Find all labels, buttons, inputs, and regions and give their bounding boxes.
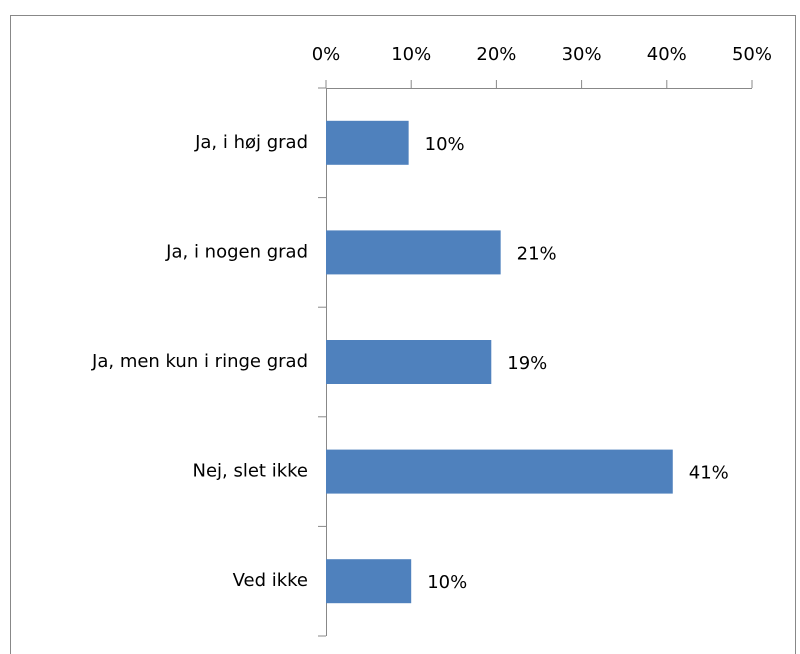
bar <box>326 230 501 275</box>
y-tick-label: Ja, men kun i ringe grad <box>91 351 308 372</box>
bar <box>326 449 673 494</box>
x-tick-label: 50% <box>732 44 772 65</box>
y-tick-label: Ved ikke <box>233 570 308 591</box>
value-label: 10% <box>427 572 467 593</box>
value-label: 19% <box>507 353 547 374</box>
x-tick-label: 10% <box>391 44 431 65</box>
bar <box>326 559 412 604</box>
chart-border <box>10 15 796 654</box>
x-tick-label: 0% <box>312 44 341 65</box>
bar <box>326 120 409 165</box>
value-label: 21% <box>517 243 557 264</box>
y-tick-label: Ja, i nogen grad <box>165 241 308 262</box>
value-label: 41% <box>689 463 729 484</box>
y-tick-label: Ja, i høj grad <box>194 132 308 153</box>
y-tick-label: Nej, slet ikke <box>193 461 309 482</box>
bar <box>326 340 492 384</box>
x-tick-label: 30% <box>562 44 602 65</box>
x-tick-label: 20% <box>476 44 516 65</box>
x-tick-label: 40% <box>647 44 687 65</box>
value-label: 10% <box>425 134 465 155</box>
